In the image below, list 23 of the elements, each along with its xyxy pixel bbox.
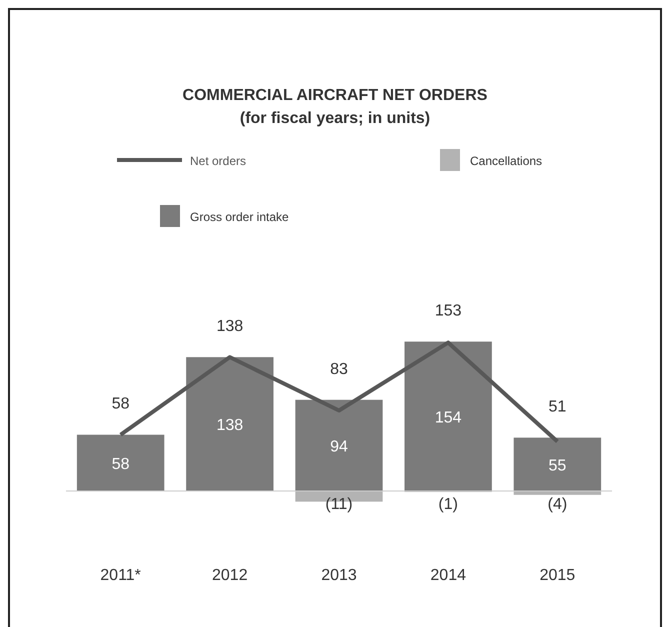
data-label: 138 — [216, 318, 244, 336]
data-label: 58 — [112, 396, 130, 413]
data-label: 94 — [330, 438, 348, 456]
text: Net orders — [190, 154, 246, 168]
x-tick-label: 2014 — [430, 567, 466, 584]
data-label: 153 — [434, 302, 462, 320]
data-label: 154 — [434, 409, 462, 426]
data-label: (11) — [325, 496, 353, 513]
data-label: 51 — [548, 398, 566, 416]
chart-title: COMMERCIAL AIRCRAFT NET ORDERS — [182, 87, 488, 104]
data-label: (1) — [438, 496, 458, 513]
data-label: 55 — [548, 457, 566, 474]
x-tick-label: 2012 — [212, 567, 248, 584]
data-label: 138 — [216, 417, 244, 434]
x-tick-label: 2011* — [100, 567, 141, 584]
data-label: 58 — [112, 456, 130, 473]
data-label: 83 — [330, 360, 348, 378]
data-label: (4) — [548, 496, 568, 513]
legend-label: Gross order intake — [190, 210, 290, 224]
legend-label: Cancellations — [470, 154, 542, 168]
x-tick-label: 2015 — [540, 567, 576, 584]
x-tick-label: 2013 — [321, 567, 357, 584]
chart-subtitle: (for fiscal years; in units) — [240, 110, 430, 127]
